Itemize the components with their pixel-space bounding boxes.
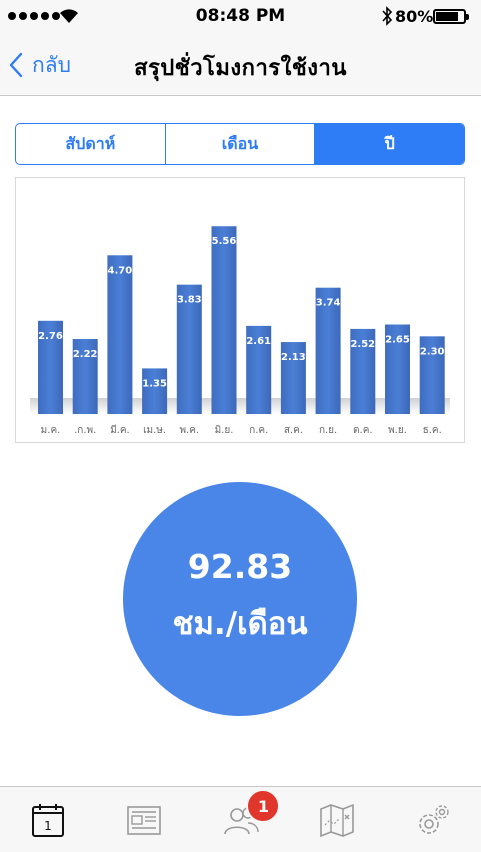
notification-badge: 1 [246,789,281,823]
tab-bar: 1 1 [0,786,481,852]
tab-news[interactable] [96,787,192,852]
segment-week[interactable]: สัปดาห์ [16,124,166,164]
x-tick-label-2: มี.ค. [110,424,130,436]
status-bar: 08:48 PM 80% [0,0,481,34]
bar-3 [142,368,168,414]
bar-0 [38,320,63,414]
battery-icon [433,9,469,24]
bar-11 [419,336,445,414]
x-tick-label-7: ส.ค. [284,425,303,436]
page-title: สรุปชั่วโมงการใช้งาน [134,56,347,81]
bar-4 [176,284,202,414]
bar-value-label-2: 4.70 [108,265,133,276]
bar-value-label-1: 2.22 [73,349,98,360]
signal-dots-icon [8,12,60,20]
tab-calendar[interactable]: 1 [0,787,96,852]
bar-value-label-11: 2.30 [420,346,445,357]
bluetooth-icon [382,6,393,26]
tab-map[interactable] [289,787,385,852]
calendar-day: 1 [44,819,52,833]
map-icon [319,803,354,837]
x-tick-label-10: พ.ย. [388,425,407,436]
status-time: 08:48 PM [195,6,286,26]
summary-circle: 92.83 ชม./เดือน [123,482,357,716]
bar-value-label-6: 2.61 [246,336,271,347]
monthly-usage-chart: 2.76 ม.ค. 2.22 .ก.พ. 4.70 มี.ค. 1.35 เม.ษ. 3.83 พ… [15,177,465,443]
wifi-icon [60,9,78,23]
x-tick-label-9: ต.ค. [353,425,373,436]
summary-value: 92.83 [187,546,293,586]
bar-8 [315,287,341,414]
bar-7 [280,342,306,414]
x-tick-label-11: ธ.ค. [423,425,442,436]
chart-shadow [30,398,450,414]
bar-value-label-7: 2.13 [281,352,306,363]
summary-unit: ชม./เดือน [172,605,308,642]
x-tick-label-6: ก.ค. [249,425,268,436]
back-label: กลับ [32,52,71,77]
bar-value-label-3: 1.35 [142,378,167,389]
bar-5 [211,226,237,414]
bar-6 [246,325,272,414]
bar-value-label-5: 5.56 [212,236,237,247]
settings-gear-icon [419,804,449,834]
x-tick-label-3: เม.ษ. [143,425,166,436]
x-tick-label-4: พ.ค. [179,425,199,436]
bar-9 [350,328,376,414]
x-tick-label-1: .ก.พ. [74,425,96,436]
tab-settings[interactable] [385,787,481,852]
bar-value-label-8: 3.74 [316,298,341,309]
bar-chart: 2.76 ม.ค. 2.22 .ก.พ. 4.70 มี.ค. 1.35 เม.ษ. 3.83 พ… [30,226,450,436]
battery-level [436,12,458,21]
bar-2 [107,255,133,414]
x-tick-label-0: ม.ค. [41,425,61,436]
x-tick-label-5: มิ.ย. [215,425,234,436]
bar-value-label-4: 3.83 [177,295,202,306]
x-tick-label-8: ก.ย. [319,425,337,436]
segment-year[interactable]: ปี [315,124,464,164]
news-icon [127,805,162,835]
nav-bar: กลับ สรุปชั่วโมงการใช้งาน [0,34,481,96]
bar-value-label-0: 2.76 [38,331,63,342]
bar-value-label-10: 2.65 [385,335,410,346]
calendar-icon: 1 [32,803,65,837]
segment-month[interactable]: เดือน [166,124,316,164]
period-segmented-control: สัปดาห์ เดือน ปี [15,123,465,165]
battery-percent: 80% [395,7,434,26]
back-button[interactable]: กลับ [8,50,71,80]
bar-1 [72,339,98,414]
bar-10 [385,324,410,414]
chevron-left-icon [9,52,23,78]
bar-value-label-9: 2.52 [350,339,375,350]
tab-users[interactable]: 1 [192,787,288,852]
